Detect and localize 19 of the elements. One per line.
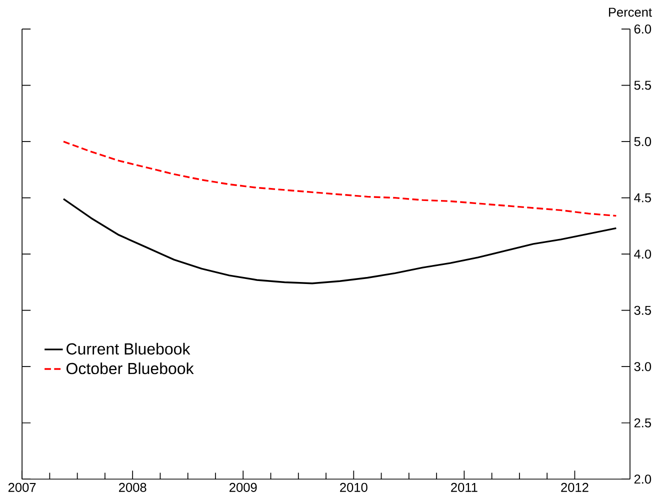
x-tick-label: 2009	[230, 483, 257, 492]
y-tick-label: 5.0	[634, 137, 652, 146]
x-tick-label: 2010	[340, 483, 368, 492]
y-tick-label: 4.0	[634, 250, 652, 259]
legend-label: October Bluebook	[66, 362, 194, 374]
y-tick-label: 3.5	[634, 306, 652, 315]
y-tick-label: 4.5	[634, 193, 652, 202]
x-tick-label: 2008	[118, 483, 146, 492]
x-tick-label: 2012	[561, 483, 588, 492]
x-tick-label: 2011	[451, 483, 478, 492]
x-tick-label: 2007	[8, 483, 36, 492]
y-tick-label: 5.5	[634, 80, 652, 90]
y-tick-label: 3.0	[634, 362, 652, 372]
y-tick-label: 2.0	[634, 474, 652, 484]
y-tick-label: 2.5	[634, 418, 652, 428]
y-tick-label: 6.0	[634, 24, 652, 34]
legend-label: Current Bluebook	[66, 342, 190, 355]
y-axis-title: Percent	[608, 8, 652, 17]
line-series	[62, 198, 618, 284]
